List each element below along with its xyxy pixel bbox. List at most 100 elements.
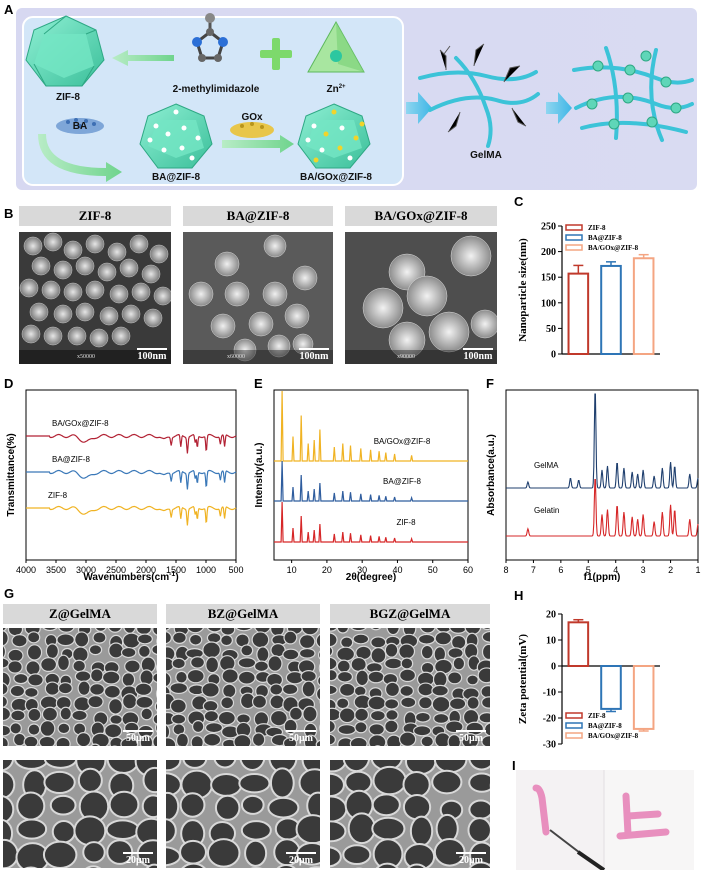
x-tick-label-5: 3: [641, 565, 646, 575]
gel-scale-label-0-2: 50μm: [459, 733, 483, 744]
gel-pore: [336, 646, 356, 662]
gel-pore: [27, 723, 41, 736]
spectrum-line-0: [26, 433, 237, 454]
series-label-2: ZIF-8: [48, 491, 68, 500]
gel-pore: [237, 657, 257, 669]
gel-pore: [336, 697, 350, 710]
gel-scale-bar-1-2: 20μm: [456, 852, 486, 866]
legend-swatch-0: [565, 224, 583, 231]
ba-gox-zif8-label: BA/GOx@ZIF-8: [300, 172, 372, 183]
x-tick-label-1: 20: [322, 565, 332, 575]
gel-pore: [45, 643, 59, 660]
chart-e: 10 20 30 40 50 60 BA/GOx@ZIF-8 BA@ZIF-8 ZIF-8 2θ(…: [254, 389, 473, 583]
gel-pore: [213, 760, 237, 769]
gel-pore: [166, 760, 182, 772]
gel-pore: [152, 672, 157, 684]
x-tick-label-2: 3000: [76, 565, 96, 575]
gel-pore: [330, 820, 347, 843]
gel-pore: [419, 628, 436, 634]
gel-pore: [371, 816, 406, 841]
x-tick-label-7: 500: [228, 565, 243, 575]
gel-pore: [221, 668, 239, 684]
gel-pore: [330, 669, 338, 682]
gel-pore: [87, 695, 104, 709]
zif8-label: ZIF-8: [56, 92, 80, 103]
chart-c: 0 50 100 150 200 250 Nanoparticle size(nm) ZIF-…: [517, 222, 660, 361]
gel-pore: [72, 659, 86, 673]
gel-pore: [461, 733, 480, 746]
sem-image-ba-zif8: x60000 100nm: [183, 232, 333, 364]
gel-pore: [171, 713, 187, 725]
series-label-1: Gelatin: [534, 506, 559, 515]
gel-pore: [109, 714, 123, 725]
gel-pore: [420, 644, 434, 660]
gel-pore: [166, 791, 180, 821]
gel-pore: [318, 663, 320, 673]
panel-label-g: G: [4, 586, 15, 601]
gel-pore: [403, 842, 436, 868]
series-label-0: BA/GOx@ZIF-8: [52, 419, 109, 428]
gel-pore: [350, 628, 367, 632]
series-label-0: GelMA: [534, 461, 559, 470]
x-tick-label-3: 40: [392, 565, 402, 575]
gel-pore: [417, 682, 435, 697]
gel-pore: [367, 670, 385, 684]
gel-pore: [237, 670, 256, 685]
gel-pore: [141, 794, 157, 819]
gel-pore: [370, 628, 382, 631]
gel-pore: [41, 706, 59, 722]
series-label-2: ZIF-8: [396, 518, 416, 527]
gel-pore: [190, 735, 204, 746]
gel-pore: [308, 866, 320, 868]
legend-swatch-1: [565, 722, 583, 729]
gel-pore: [301, 680, 316, 698]
sem-gel-image-1-1: 20μm: [166, 760, 320, 868]
gel-pore: [368, 723, 385, 736]
gel-pore: [315, 739, 320, 746]
gel-pore: [9, 684, 26, 698]
gel-pore: [480, 685, 490, 699]
gel-pore: [74, 631, 90, 648]
sem-gel-graphic-0-1: [166, 628, 320, 746]
gel-pore: [336, 628, 350, 634]
gel-pore: [337, 724, 357, 736]
gel-pore: [240, 794, 265, 815]
gel-pore: [14, 760, 49, 770]
bar-1: [600, 665, 622, 710]
panel-label-h: H: [514, 588, 524, 603]
sem-gel-graphic-1-1: [166, 760, 320, 868]
gel-pore: [413, 725, 432, 737]
gel-pore: [182, 760, 208, 769]
gel-pore: [16, 791, 46, 821]
nmr-spectrum-1: [506, 479, 699, 537]
sem-gel-image-1-2: 20μm: [330, 760, 490, 868]
gel-pore: [124, 659, 141, 674]
gel-pore: [107, 628, 123, 633]
arrow-to-gelma-icon: [406, 92, 432, 124]
gel-pore: [244, 839, 268, 867]
bar-0: [567, 272, 590, 356]
gel-pore: [256, 646, 270, 663]
gel-pore: [134, 682, 153, 696]
x-tick-label-1: 7: [531, 565, 536, 575]
y-tick-label-4: 200: [541, 247, 556, 258]
sem-gel-graphic-1-0: [3, 760, 157, 868]
hydrogel-photo: [516, 770, 694, 870]
panel-label-c: C: [514, 194, 524, 209]
gel-pore: [16, 818, 48, 840]
gel-pore: [371, 793, 401, 817]
gel-pore: [481, 643, 490, 661]
gel-pore: [186, 628, 205, 634]
gel-pore: [152, 713, 157, 726]
sem-image-zif8: x50000 100nm: [19, 232, 171, 364]
gel-pore: [336, 670, 354, 683]
gel-pore: [27, 707, 42, 722]
gel-pore: [42, 840, 78, 868]
gel-pore: [202, 641, 221, 659]
zn-label: Zn2+: [326, 84, 346, 95]
gel-pore: [217, 710, 236, 726]
x-tick-label-3: 5: [586, 565, 591, 575]
gel-pore: [3, 795, 15, 824]
gel-pore: [386, 628, 400, 636]
gel-pore: [3, 630, 9, 647]
